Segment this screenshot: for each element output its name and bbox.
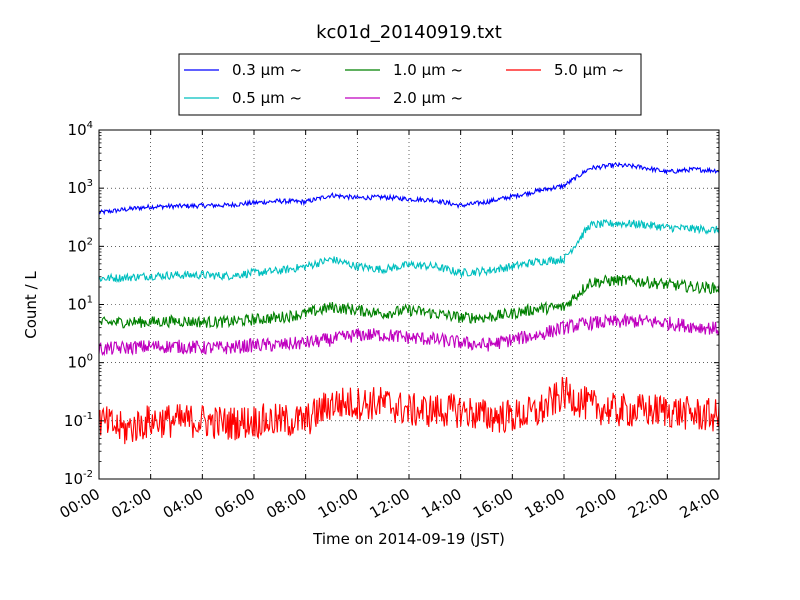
series-line-3	[98, 312, 720, 357]
series-line-4	[98, 376, 720, 445]
series-layer	[98, 161, 720, 445]
legend-label-0: 0.3 μm ~	[232, 61, 302, 79]
legend-label-3: 2.0 μm ~	[393, 89, 463, 107]
legend-label-2: 1.0 μm ~	[393, 61, 463, 79]
legend-box	[178, 53, 642, 116]
y-tick-label: 10-1	[64, 411, 93, 430]
x-axis-label: Time on 2014-09-19 (JST)	[312, 530, 505, 548]
ticks	[98, 129, 720, 480]
y-tick-label: 100	[68, 353, 93, 372]
series-line-2	[98, 274, 720, 330]
y-axis-label: Count / L	[22, 271, 40, 339]
y-tick-labels: 10-2 10-1 100 101 102 103 104	[64, 120, 93, 488]
y-tick-label: 101	[68, 295, 93, 314]
legend: 0.3 μm ~ 0.5 μm ~ 1.0 μm ~ 2.0 μm ~ 5.0 μm ~	[178, 53, 642, 116]
y-tick-label: 10-2	[64, 469, 93, 488]
y-tick-label: 102	[68, 236, 93, 255]
grid	[99, 130, 719, 479]
legend-label-1: 0.5 μm ~	[232, 89, 302, 107]
series-line-0	[98, 161, 720, 216]
chart-title: kc01d_20140919.txt	[316, 22, 502, 43]
legend-label-4: 5.0 μm ~	[554, 61, 624, 79]
series-line-1	[98, 218, 720, 284]
y-tick-label: 103	[68, 178, 93, 197]
y-tick-label: 104	[68, 120, 93, 139]
